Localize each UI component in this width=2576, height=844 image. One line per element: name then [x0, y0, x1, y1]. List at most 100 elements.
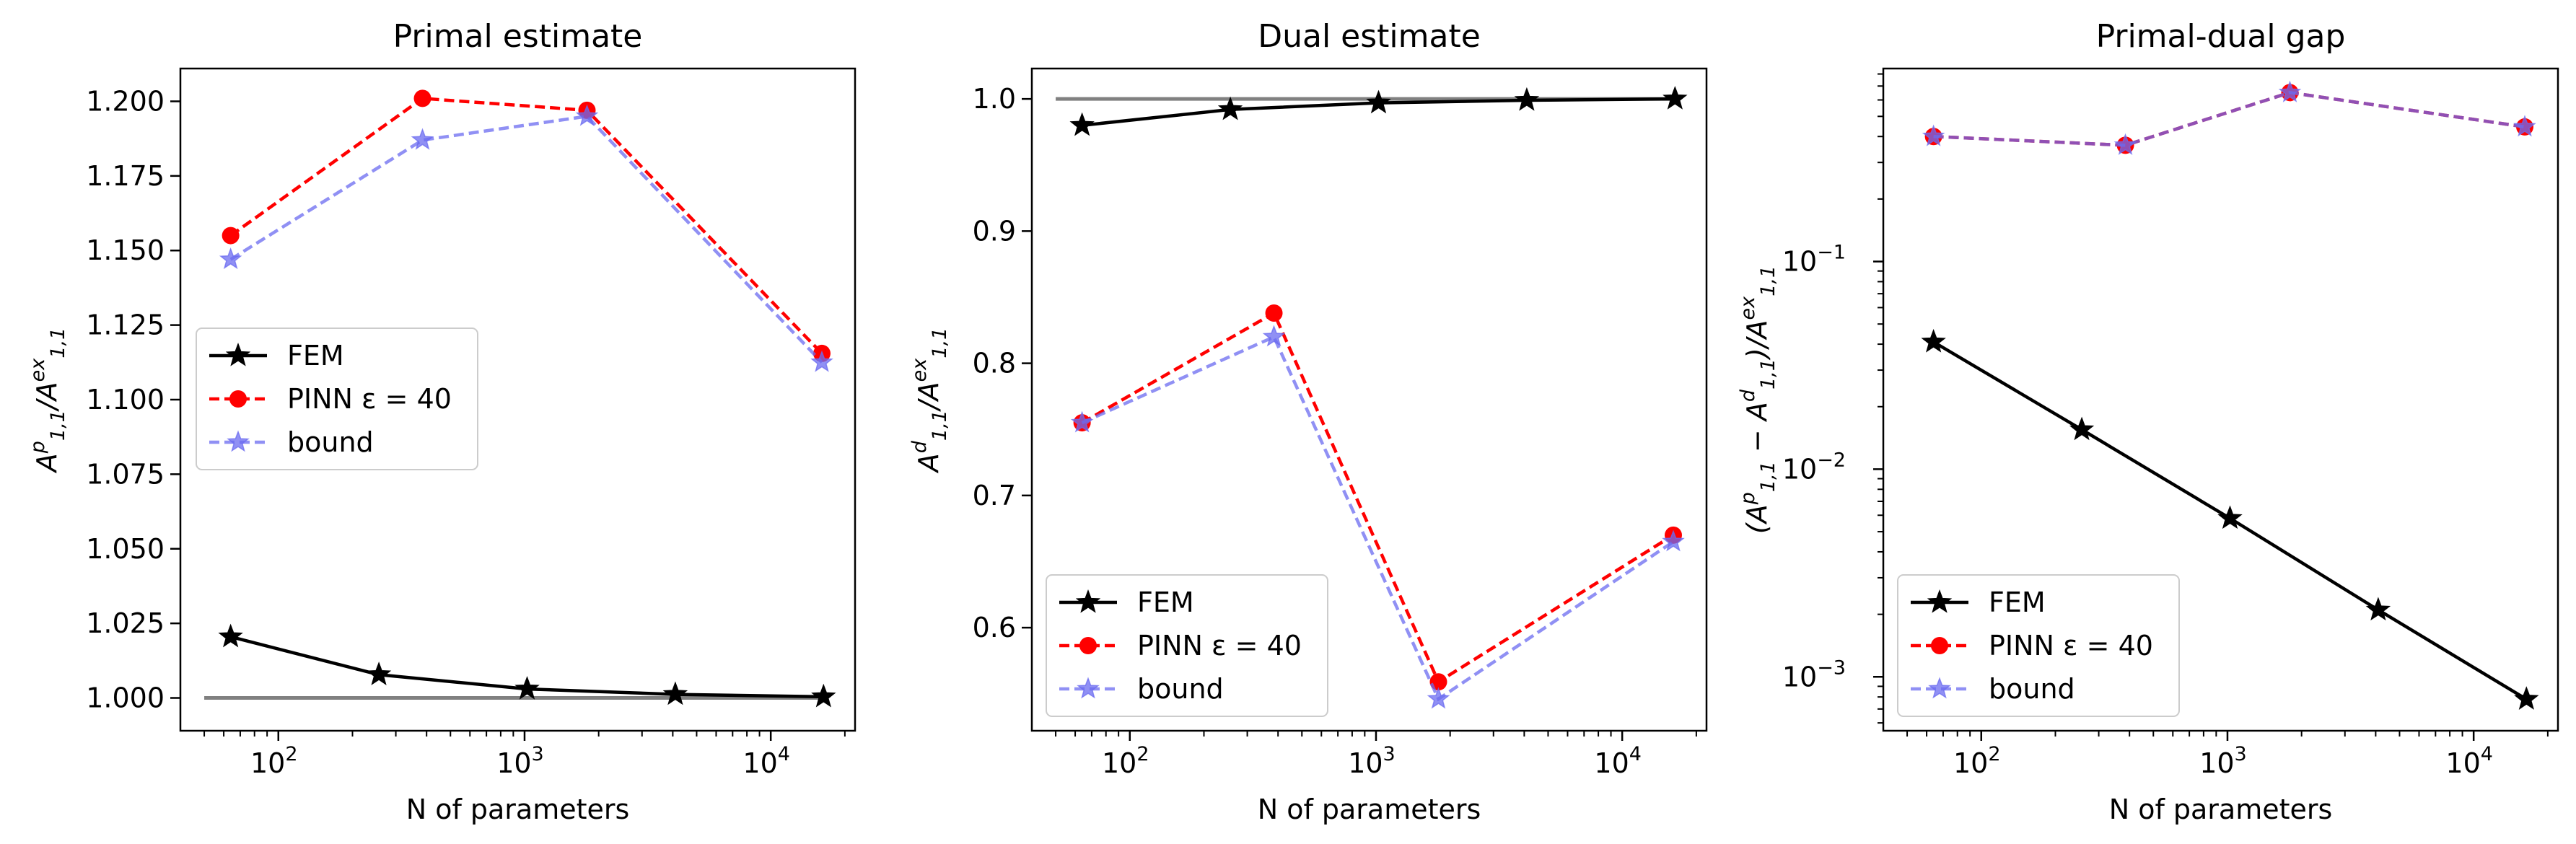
y-tick-label: 1.000	[86, 682, 165, 714]
legend-marker	[1931, 637, 1948, 654]
series-line	[1081, 310, 1675, 685]
axes-frame	[1882, 67, 2559, 732]
x-tick-label: 103	[496, 743, 544, 779]
legend-frame	[196, 328, 478, 470]
legend-label: bound	[1989, 673, 2075, 705]
panel-title: Primal estimate	[393, 18, 643, 55]
axes-frame	[1030, 67, 1708, 732]
data-point	[1262, 325, 1286, 347]
y-tick-label: 1.0	[973, 83, 1016, 115]
x-tick-label: 104	[742, 743, 790, 779]
data-point	[575, 104, 599, 126]
y-tick-label: 1.200	[86, 85, 165, 117]
x-axis-label: N of parameters	[2109, 794, 2333, 825]
x-axis-label: N of parameters	[1258, 794, 1481, 825]
legend: FEM PINN ε = 40 bound	[196, 328, 478, 470]
x-tick-label: 104	[1594, 743, 1642, 779]
data-point	[2365, 597, 2391, 621]
data-point	[2513, 115, 2536, 137]
dual-estimate-panel: Dual estimate 102 103 104 0.6 0.7 0.8 0.9 1.0 N…	[908, 18, 1708, 825]
y-tick-label: 10−2	[1782, 449, 1846, 485]
legend-frame	[1897, 574, 2180, 717]
legend-label: PINN ε = 40	[1137, 630, 1302, 661]
data-point	[1427, 687, 1450, 709]
y-tick-label: 0.7	[973, 480, 1016, 511]
data-point	[811, 683, 836, 708]
legend-marker	[1077, 677, 1100, 699]
primal-estimate-panel: Primal estimate 102 103 104 1.000 1.025 1.050…	[27, 18, 857, 825]
data-point	[218, 623, 243, 648]
legend-label: FEM	[1989, 586, 2046, 618]
primal-dual-gap-panel: Primal-dual gap 102 103 104 10−3 10−2 10−1 N …	[1737, 18, 2559, 825]
data-point	[1662, 529, 1685, 552]
legend-label: PINN ε = 40	[1989, 630, 2153, 661]
x-tick-label: 104	[2445, 743, 2493, 779]
y-tick-label: 10−3	[1782, 656, 1846, 693]
legend-label: bound	[287, 426, 374, 458]
data-point	[662, 681, 688, 705]
data-point	[222, 227, 240, 245]
y-tick-label: 1.175	[86, 160, 165, 192]
axis-ticks: 102 103 104 1.000 1.025 1.050 1.075 1.100 1.125 1…	[86, 85, 846, 779]
series-line	[1081, 335, 1675, 702]
data-point	[514, 676, 540, 700]
y-tick-label: 1.025	[86, 607, 165, 639]
x-tick-label: 103	[2199, 743, 2247, 779]
series-line	[229, 114, 823, 364]
panel-title: Primal-dual gap	[2096, 18, 2346, 55]
data-point	[1217, 96, 1243, 120]
data-point	[2514, 686, 2539, 710]
y-axis-label: Ap1,1/Aex1,1	[27, 328, 69, 474]
axis-ticks: 102 103 104 10−3 10−2 10−1	[1782, 73, 2549, 779]
plot-area	[1921, 80, 2539, 710]
x-tick-label: 102	[1102, 743, 1149, 779]
legend-frame	[1046, 574, 1328, 717]
x-tick-label: 103	[1348, 743, 1396, 779]
legend-marker	[227, 430, 250, 452]
series-line	[1933, 90, 2525, 147]
data-point	[366, 661, 392, 685]
legend-marker	[225, 342, 251, 366]
data-point	[1069, 112, 1095, 136]
data-point	[2278, 80, 2302, 102]
legend-marker	[1928, 677, 1951, 699]
y-tick-label: 1.100	[86, 384, 165, 416]
axes-frame	[179, 67, 857, 732]
x-axis-label: N of parameters	[406, 794, 630, 825]
y-tick-label: 1.150	[86, 234, 165, 266]
x-tick-label: 102	[250, 743, 298, 779]
panel-title: Dual estimate	[1258, 18, 1481, 55]
legend-label: bound	[1137, 673, 1224, 705]
data-point	[411, 128, 434, 150]
legend-marker	[1927, 589, 1953, 613]
data-point	[2069, 416, 2095, 441]
y-tick-label: 1.050	[86, 533, 165, 565]
series-line	[1933, 90, 2525, 147]
y-tick-label: 10−1	[1782, 242, 1846, 278]
y-axis-label: (Ap1,1 − Ad1,1)/Aex1,1	[1737, 265, 1779, 534]
legend-label: FEM	[287, 340, 344, 372]
data-point	[1514, 87, 1540, 111]
data-point	[2217, 505, 2243, 529]
series-line	[229, 97, 823, 355]
data-point	[1662, 86, 1688, 110]
data-point	[1366, 89, 1391, 114]
legend: FEM PINN ε = 40 bound	[1046, 574, 1328, 717]
y-tick-label: 0.6	[973, 612, 1016, 643]
y-axis-label: Ad1,1/Aex1,1	[908, 328, 951, 474]
y-tick-label: 0.9	[973, 215, 1016, 247]
data-point	[413, 89, 431, 107]
plot-area	[1056, 86, 1688, 709]
y-tick-label: 1.125	[86, 309, 165, 341]
data-point	[810, 350, 833, 372]
x-tick-label: 102	[1953, 743, 2001, 779]
data-point	[1922, 124, 1945, 146]
data-point	[2113, 133, 2137, 155]
data-point	[219, 247, 242, 270]
data-point	[1265, 304, 1283, 322]
data-point	[1921, 328, 1946, 353]
legend-label: FEM	[1137, 586, 1194, 618]
legend-marker	[1075, 589, 1101, 613]
data-point	[1070, 410, 1094, 433]
